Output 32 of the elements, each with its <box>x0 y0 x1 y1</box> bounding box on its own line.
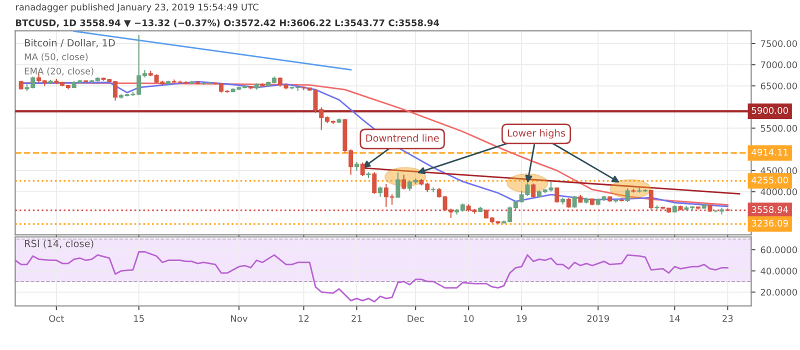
y-tick-label: 40.0000 <box>760 268 797 274</box>
annotation: EMA (20, close) <box>24 68 94 76</box>
x-tick-label: Oct <box>49 315 64 322</box>
x-tick-label: 12 <box>298 315 309 322</box>
x-tick-label: 19 <box>516 315 527 322</box>
ref-line-label: 4914.11 <box>752 148 788 156</box>
ref-line-label: 5900.00 <box>752 107 788 114</box>
y-tick-label: 60.0000 <box>760 246 797 254</box>
y-tick-label: 5500.00 <box>760 124 797 132</box>
annotation: Downtrend line <box>366 134 439 142</box>
y-tick-label: 7500.00 <box>760 40 797 48</box>
y-tick-label: 4000.00 <box>760 188 797 196</box>
x-tick-label: Dec <box>408 315 424 322</box>
ref-line-label: 4255.00 <box>752 176 788 184</box>
x-tick-label: Nov <box>231 315 248 322</box>
text: ranadagger published January 23, 2019 15:54:49 UTC <box>16 4 258 12</box>
y-tick-label: 20.0000 <box>760 288 797 296</box>
y-tick-label: 7000.00 <box>760 61 797 68</box>
x-tick-label: 2019 <box>587 315 609 322</box>
annotation: MA (50, close) <box>24 53 88 62</box>
text: Bitcoin / Dollar, 1D <box>24 38 115 48</box>
ref-line-label: 3236.09 <box>752 220 788 227</box>
y-tick-label: 6500.00 <box>760 82 797 90</box>
x-tick-label: 23 <box>722 315 733 322</box>
x-tick-label: 15 <box>134 315 144 322</box>
x-tick-label: 21 <box>352 315 362 322</box>
x-tick-label: 10 <box>464 315 474 322</box>
annotation: Lower highs <box>508 129 566 139</box>
x-tick-label: 14 <box>670 315 680 322</box>
chart-title: RSI (14, close) <box>24 240 94 248</box>
text: BTCUSD, 1D 3558.94 ▼ −13.32 (−0.37%) O:3572.42 H:3606.22 L:3543.77 C:3558.94 <box>16 19 440 28</box>
ref-line-label: 3558.94 <box>752 206 788 213</box>
